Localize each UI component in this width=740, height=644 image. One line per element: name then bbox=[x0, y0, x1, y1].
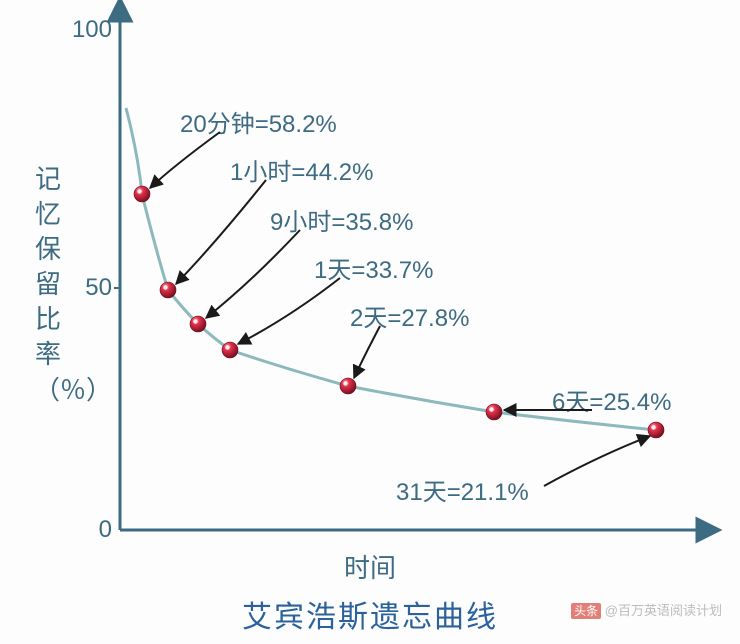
y-tick-100: 100 bbox=[62, 16, 112, 44]
annotation-1hr: 1小时=44.2% bbox=[230, 152, 373, 187]
y-tick-50: 50 bbox=[62, 274, 112, 302]
y-axis-label: 记忆保留比率（％） bbox=[34, 162, 62, 408]
y-tick-0: 0 bbox=[62, 516, 112, 544]
watermark-badge: 头条 bbox=[571, 603, 601, 619]
annotation-20min: 20分钟=58.2% bbox=[180, 104, 337, 139]
annotation-31day: 31天=21.1% bbox=[396, 472, 529, 507]
x-axis-label-text: 时间 bbox=[344, 553, 396, 583]
annotation-9hr: 9小时=35.8% bbox=[270, 202, 413, 237]
annotation-2day: 2天=27.8% bbox=[350, 298, 469, 333]
annotation-6day: 6天=25.4% bbox=[552, 382, 671, 417]
annotation-1day: 1天=33.7% bbox=[314, 250, 433, 285]
watermark-text: @百万英语阅读计划 bbox=[605, 603, 722, 618]
chart-title-text: 艾宾浩斯遗忘曲线 bbox=[242, 601, 498, 634]
x-axis-label: 时间 bbox=[0, 548, 740, 585]
watermark: 头条 @百万英语阅读计划 bbox=[571, 600, 722, 619]
